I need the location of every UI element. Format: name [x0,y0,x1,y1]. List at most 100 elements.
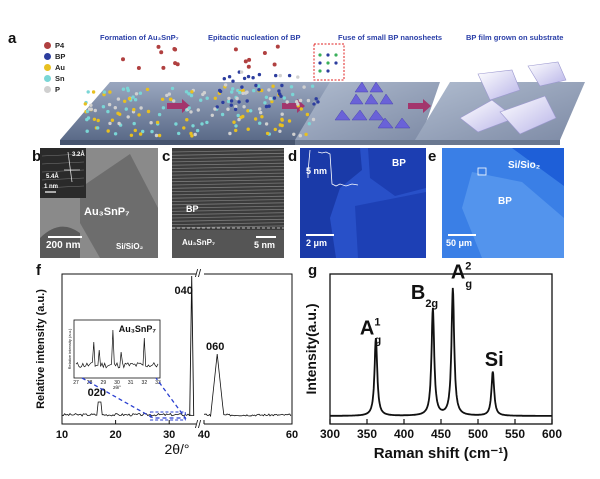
atom [258,107,262,111]
atom [270,99,274,104]
atom [160,97,165,102]
bp-atom [326,69,330,73]
step-2-label: Epitactic nucleation of BP [208,33,301,42]
atom [108,121,112,126]
atom [213,107,217,111]
atom [218,88,222,93]
atom [134,92,139,96]
atom [205,120,209,125]
atom [102,90,107,94]
atom [126,88,130,93]
atom [133,98,138,102]
atom [220,112,225,117]
atom [199,98,203,102]
atom [87,107,92,111]
panel-d-label: d [288,148,298,165]
atom [133,128,137,133]
height-label: 5 nm [306,166,328,176]
atom [296,75,300,79]
lattice-fringe [172,169,284,173]
inset-title: Au₃SnP₇ [119,324,157,334]
atom [127,97,132,101]
atom [189,110,193,114]
p4-molecule [243,59,248,64]
atom [129,133,134,137]
atom [149,121,153,125]
atom [177,131,181,136]
atom [299,107,303,111]
atom [304,132,308,137]
atom [226,99,231,104]
arrow-3 [408,99,431,113]
atom [107,102,112,107]
atom [251,76,255,80]
atom [132,121,136,126]
atom [239,70,244,74]
bp-atom [334,61,338,65]
step-3-label: Fuse of small BP nanosheets [338,33,443,42]
atom [131,95,135,99]
panel-a-label: a [8,30,17,47]
bp-label: BP [498,196,512,207]
lattice-fringe [172,162,284,166]
atom [278,92,282,96]
p4-molecule [247,57,252,62]
atom [113,132,118,136]
panel-a-legend: P4 BP Au Sn P [44,40,84,95]
atom [267,88,271,92]
x-axis-label: 2θ/° [164,441,189,457]
atom [305,112,310,117]
atom [280,83,284,88]
atom [298,134,302,138]
lattice-spacing-1: 3.2Å [72,152,85,158]
inset-zoom-region [149,411,186,421]
inset-y-label: Relative intensity (a.u.) [67,328,72,369]
atom [316,100,320,104]
axis-break-top: // [195,268,202,280]
p4-molecule [262,51,267,55]
inset-x-tick-label: 31 [128,380,134,386]
legend-swatch [44,75,51,82]
scale-bar-label: 200 nm [46,240,81,251]
peak-label-060: 060 [206,341,224,353]
peak-label: A1 g [360,316,381,346]
atom [278,123,282,127]
atom [106,109,110,114]
atom [121,87,126,91]
atom [222,77,226,81]
lattice-fringe [172,192,284,196]
inset-x-tick-label: 27 [73,380,79,386]
inset-scale-bar-label: 1 nm [44,184,59,190]
peak-label: B2g [411,282,438,310]
atom [229,103,233,107]
bp-atom [326,61,330,65]
inset-x-tick-label: 29 [101,380,107,386]
atom [85,129,89,133]
plot-frame [329,273,553,425]
x-tick-label: 300 [320,427,340,441]
atom [108,90,112,94]
atom [234,128,238,133]
p4-molecule [136,66,141,70]
atom [126,115,130,119]
x-tick-label: 500 [468,427,488,441]
atom [296,102,300,106]
lattice-fringe [172,202,284,206]
p4-molecule [233,47,238,52]
atom [282,96,286,100]
lattice-fringe [172,222,284,225]
atom [93,108,98,113]
x-tick-label: 450 [431,427,451,441]
atom [280,117,284,122]
scale-bar-label: 5 nm [254,240,276,250]
lattice-fringe [172,182,284,186]
bp-label: BP [392,158,406,169]
atom [182,126,186,130]
atom [187,92,191,96]
atom [190,90,194,94]
lattice-fringe [172,209,284,212]
lattice-fringe [172,195,284,199]
panel-b-label: b [32,148,42,165]
p4-molecule [161,65,166,70]
